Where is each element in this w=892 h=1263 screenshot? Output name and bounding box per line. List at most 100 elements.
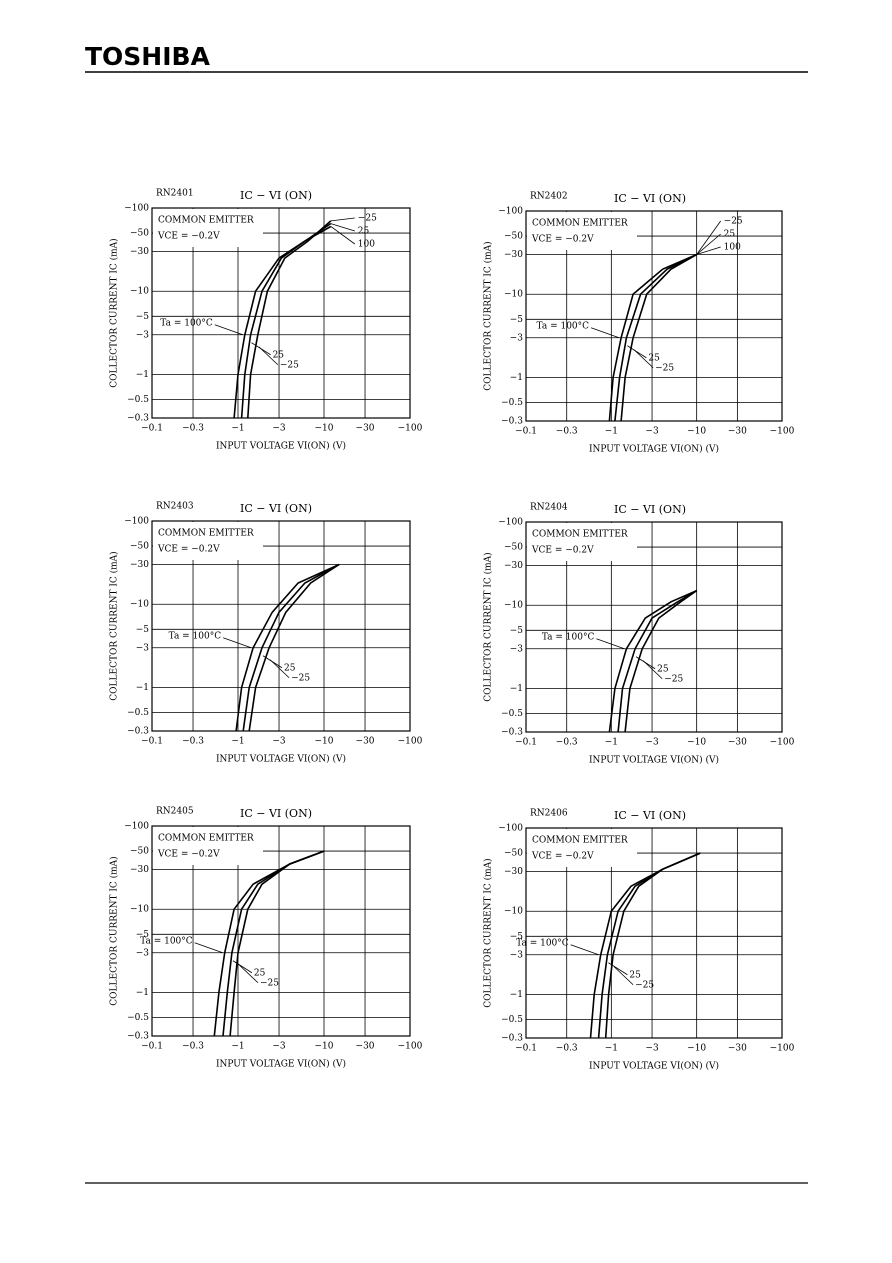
x-tick-label: −100 <box>770 427 795 437</box>
y-tick-label: −5 <box>136 930 150 940</box>
y-tick-label: −30 <box>504 867 523 877</box>
note-box <box>527 212 637 250</box>
x-tick-label: −1 <box>231 737 244 747</box>
series-label: Ta = 100°C <box>537 321 590 331</box>
note-text: VCE = −0.2V <box>531 235 594 245</box>
y-tick-label: −30 <box>504 561 523 571</box>
series-label: Ta = 100°C <box>169 631 222 641</box>
y-tick-label: −0.5 <box>501 1015 523 1025</box>
x-tick-label: −1 <box>605 738 618 748</box>
leader-line <box>330 217 355 222</box>
x-tick-label: −10 <box>687 1044 706 1054</box>
logo: TOSHIBA <box>85 42 211 71</box>
note-text: COMMON EMITTER <box>532 219 628 229</box>
y-tick-label: −50 <box>130 542 149 552</box>
x-tick-label: −0.3 <box>556 427 578 437</box>
series-label: Ta = 100°C <box>140 936 193 946</box>
series-label: 25 <box>254 968 266 978</box>
leader-line <box>238 964 259 984</box>
x-tick-label: −0.1 <box>141 737 163 747</box>
chart: −0.1 −0.3 −1 −3 −10 −30 −100−0.3−0.5−1−3−5−10−… <box>483 503 795 766</box>
y-tick-label: −10 <box>130 600 149 610</box>
y-tick-label: −10 <box>130 287 149 297</box>
y-tick-label: −0.3 <box>127 727 149 737</box>
chart-title: IC − VI (ON) <box>240 502 312 515</box>
note-text: VCE = −0.2V <box>531 852 594 862</box>
curve <box>242 563 340 732</box>
curve <box>240 222 332 419</box>
note-text: COMMON EMITTER <box>158 529 254 539</box>
y-tick-label: −100 <box>498 518 523 528</box>
chart-name: RN2406 <box>530 809 568 819</box>
y-tick-label: −100 <box>124 822 149 832</box>
curve <box>608 253 698 422</box>
x-tick-label: −30 <box>728 1044 747 1054</box>
x-tick-label: −1 <box>231 424 244 434</box>
chart: −0.1 −0.3 −1 −3 −10 −30 −100−0.3−0.5−1−3−5−10−… <box>483 809 795 1072</box>
y-tick-label: −50 <box>130 847 149 857</box>
x-tick-label: −100 <box>398 1042 423 1052</box>
note-box <box>527 829 637 867</box>
chart: −0.1 −0.3 −1 −3 −10 −30 −100−0.3−0.5−1−3−5−10−… <box>483 192 795 455</box>
y-tick-label: −0.5 <box>501 709 523 719</box>
chart-title: IC − VI (ON) <box>614 503 686 516</box>
x-axis-label: INPUT VOLTAGE VI(ON) (V) <box>216 754 346 765</box>
x-tick-label: −0.3 <box>182 424 204 434</box>
series-label: −25 <box>260 978 279 988</box>
chart-name: RN2402 <box>530 192 568 202</box>
curve <box>248 563 340 732</box>
note-text: VCE = −0.2V <box>157 545 220 555</box>
y-axis-label: COLLECTOR CURRENT IC (mA) <box>483 552 494 701</box>
x-tick-label: −30 <box>356 737 375 747</box>
leader-line <box>696 233 721 255</box>
y-axis-label: COLLECTOR CURRENT IC (mA) <box>109 551 120 700</box>
y-tick-label: −5 <box>510 626 524 636</box>
x-tick-label: −0.3 <box>182 737 204 747</box>
y-tick-label: −3 <box>510 644 524 654</box>
note-text: VCE = −0.2V <box>157 850 220 860</box>
series-label: 25 <box>273 350 285 360</box>
series-label: Ta = 100°C <box>160 318 213 328</box>
y-tick-label: −1 <box>136 370 149 380</box>
y-tick-label: −0.3 <box>127 1032 149 1042</box>
y-tick-label: −0.3 <box>127 414 149 424</box>
x-tick-label: −0.3 <box>182 1042 204 1052</box>
x-tick-label: −30 <box>356 1042 375 1052</box>
y-tick-label: −1 <box>510 684 523 694</box>
x-tick-label: −3 <box>272 424 286 434</box>
y-tick-label: −30 <box>130 560 149 570</box>
y-tick-label: −1 <box>510 990 523 1000</box>
series-label: 25 <box>657 664 669 674</box>
y-tick-label: −30 <box>504 250 523 260</box>
y-tick-label: −10 <box>504 601 523 611</box>
chart-title: IC − VI (ON) <box>614 192 686 205</box>
chart: −0.1 −0.3 −1 −3 −10 −30 −100−0.3−0.5−1−3−5−10−… <box>109 807 423 1070</box>
y-tick-label: −0.5 <box>501 398 523 408</box>
note-text: VCE = −0.2V <box>531 546 594 556</box>
y-axis-label: COLLECTOR CURRENT IC (mA) <box>483 858 494 1007</box>
x-tick-label: −0.3 <box>556 738 578 748</box>
y-tick-label: −5 <box>510 932 524 942</box>
chart-name: RN2403 <box>156 502 194 512</box>
x-tick-label: −10 <box>315 424 334 434</box>
chart-name: RN2405 <box>156 807 194 817</box>
y-tick-label: −30 <box>130 865 149 875</box>
y-tick-label: −1 <box>136 683 149 693</box>
leader-line <box>696 220 721 255</box>
y-tick-label: −50 <box>504 232 523 242</box>
curve <box>608 589 698 733</box>
y-tick-label: −50 <box>130 229 149 239</box>
chart-title: IC − VI (ON) <box>240 189 312 202</box>
x-tick-label: −10 <box>687 427 706 437</box>
x-tick-label: −1 <box>605 1044 618 1054</box>
leader-line <box>223 637 252 649</box>
x-tick-label: −10 <box>315 1042 334 1052</box>
y-tick-label: −3 <box>136 948 150 958</box>
y-tick-label: −0.3 <box>501 417 523 427</box>
x-tick-label: −1 <box>605 427 618 437</box>
y-axis-label: COLLECTOR CURRENT IC (mA) <box>483 241 494 390</box>
curve <box>229 850 325 1037</box>
y-tick-label: −3 <box>136 330 150 340</box>
chart-title: IC − VI (ON) <box>614 809 686 822</box>
y-tick-label: −3 <box>136 643 150 653</box>
